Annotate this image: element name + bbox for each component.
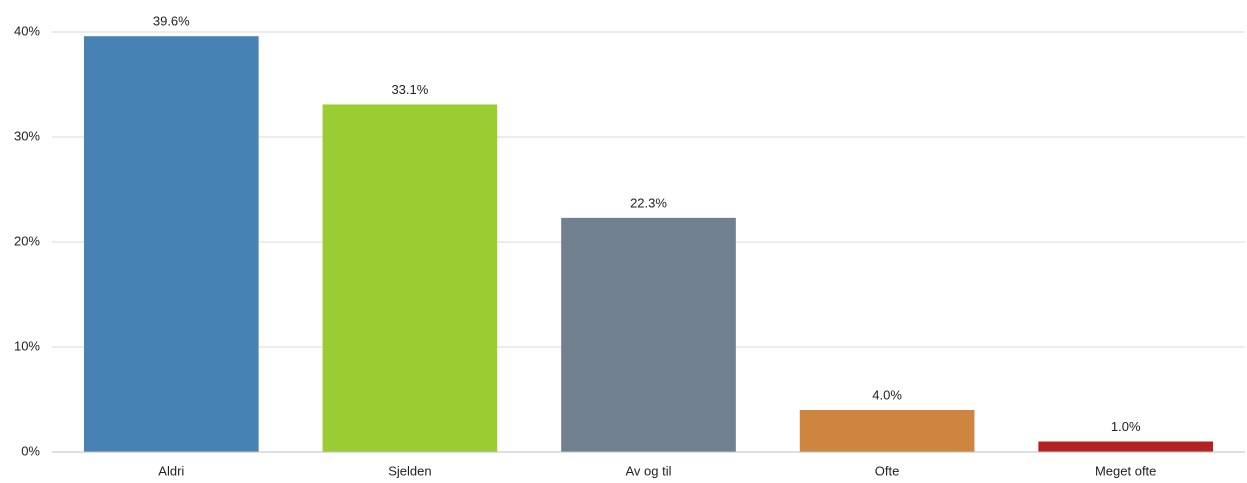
y-tick-label: 20% <box>14 233 40 248</box>
x-tick-label: Sjelden <box>388 463 431 478</box>
bar <box>83 36 259 452</box>
x-tick-label: Ofte <box>875 463 900 478</box>
value-label: 22.3% <box>630 195 667 210</box>
x-tick-label: Meget ofte <box>1095 463 1156 478</box>
bar <box>1038 441 1214 452</box>
y-tick-label: 40% <box>14 23 40 38</box>
value-label: 33.1% <box>391 82 428 97</box>
y-tick-label: 0% <box>21 443 40 458</box>
value-label: 39.6% <box>153 14 190 29</box>
y-tick-label: 10% <box>14 338 40 353</box>
x-tick-label: Av og til <box>625 463 671 478</box>
y-tick-label: 30% <box>14 128 40 143</box>
bar <box>799 410 975 452</box>
value-label: 4.0% <box>872 387 902 402</box>
x-tick-label: Aldri <box>158 463 184 478</box>
bar <box>322 104 498 452</box>
value-label: 1.0% <box>1111 419 1141 434</box>
bar <box>561 217 736 452</box>
